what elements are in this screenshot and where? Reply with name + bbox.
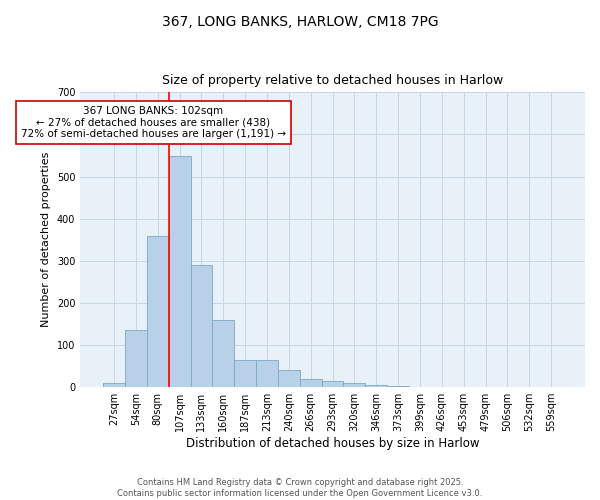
Title: Size of property relative to detached houses in Harlow: Size of property relative to detached ho… [162,74,503,87]
Bar [147,236,169,387]
Bar [278,370,300,387]
X-axis label: Distribution of detached houses by size in Harlow: Distribution of detached houses by size … [186,437,479,450]
Bar [103,383,125,387]
Bar [365,385,387,387]
Bar [212,320,234,387]
Bar [191,265,212,387]
Y-axis label: Number of detached properties: Number of detached properties [41,152,51,328]
Bar [125,330,147,387]
Text: 367, LONG BANKS, HARLOW, CM18 7PG: 367, LONG BANKS, HARLOW, CM18 7PG [161,15,439,29]
Bar [234,360,256,387]
Bar [300,379,322,387]
Text: 367 LONG BANKS: 102sqm
← 27% of detached houses are smaller (438)
72% of semi-de: 367 LONG BANKS: 102sqm ← 27% of detached… [21,106,286,139]
Bar [169,156,191,387]
Bar [256,360,278,387]
Text: Contains HM Land Registry data © Crown copyright and database right 2025.
Contai: Contains HM Land Registry data © Crown c… [118,478,482,498]
Bar [322,381,343,387]
Bar [343,383,365,387]
Bar [387,386,409,387]
